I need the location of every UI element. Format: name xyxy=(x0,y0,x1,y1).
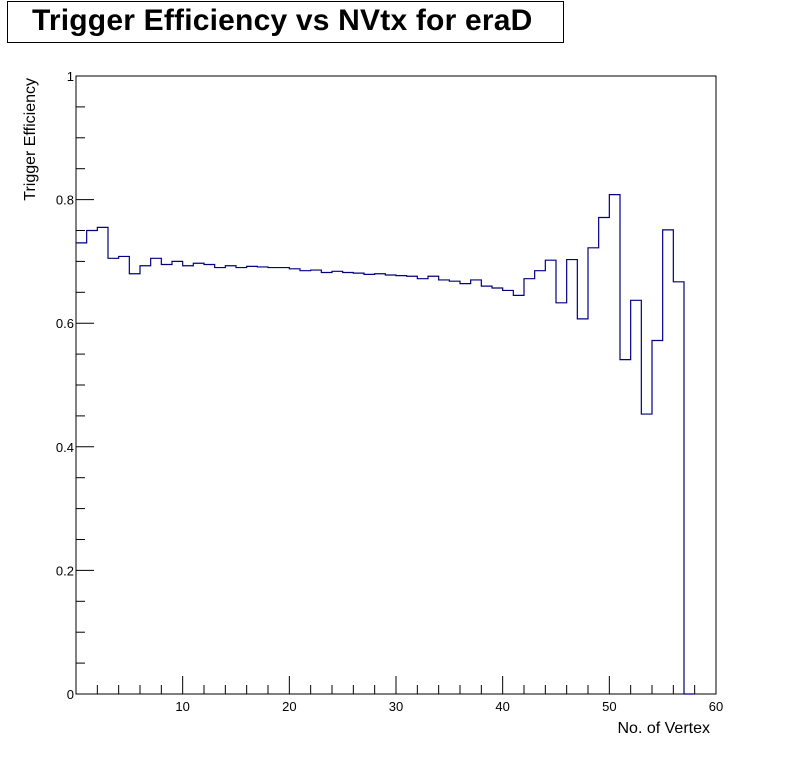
y-tick-label: 0.6 xyxy=(56,316,74,331)
chart-title-box: Trigger Efficiency vs NVtx for eraD xyxy=(7,1,564,43)
x-tick-label: 60 xyxy=(709,699,723,714)
plot-frame xyxy=(75,75,717,695)
tick-labels: 10 20 30 40 50 60 0 0.2 0.4 0.6 0.8 1 xyxy=(56,69,723,714)
y-tick-label: 0 xyxy=(67,687,74,702)
efficiency-series-line xyxy=(76,194,695,695)
y-axis-label: Trigger Efficiency xyxy=(22,78,39,201)
y-tick-label: 0.8 xyxy=(56,193,74,208)
x-tick-label: 50 xyxy=(602,699,616,714)
y-tick-label: 0.4 xyxy=(56,440,74,455)
x-tick-label: 10 xyxy=(175,699,189,714)
chart-title: Trigger Efficiency vs NVtx for eraD xyxy=(32,4,533,37)
y-tick-label: 1 xyxy=(67,69,74,84)
x-tick-label: 30 xyxy=(389,699,403,714)
x-axis-label: No. of Vertex xyxy=(618,720,711,737)
axis-ticks xyxy=(76,75,717,694)
x-tick-label: 20 xyxy=(282,699,296,714)
x-tick-label: 40 xyxy=(495,699,509,714)
y-tick-label: 0.2 xyxy=(56,563,74,578)
